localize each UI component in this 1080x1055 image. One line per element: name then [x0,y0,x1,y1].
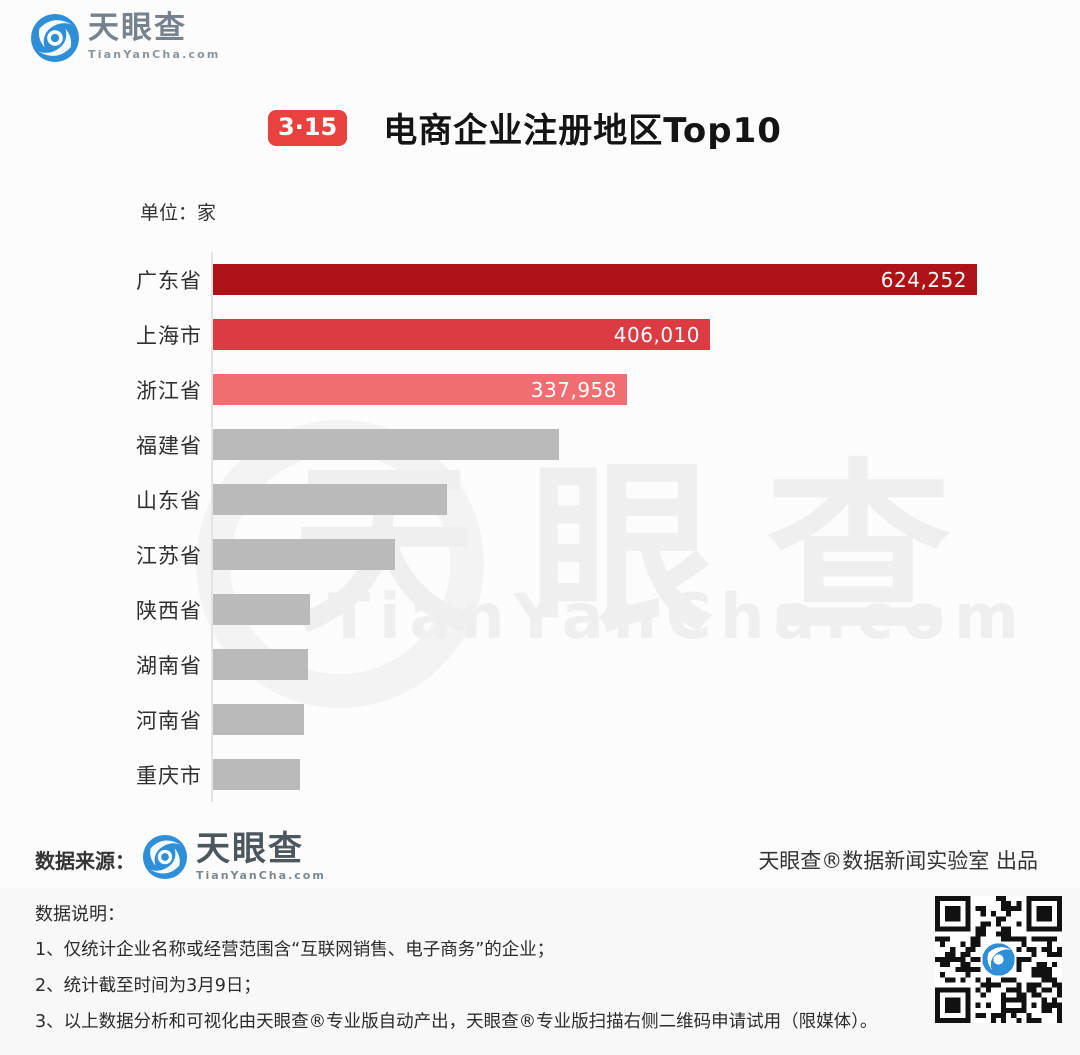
bar-track [211,472,1080,527]
bar-value-label: 337,958 [530,377,617,402]
date-badge: 3·15 [268,109,348,146]
bar-row: 上海市 406,010 [0,307,1080,362]
bar: 337,958 [213,374,627,405]
bar-track [211,692,1080,747]
bar [213,759,300,790]
bar-row: 福建省 [0,417,1080,472]
note-item: 1、仅统计企业名称或经营范围含“互联网销售、电子商务”的企业； [35,940,555,960]
title-row: 3·15 电商企业注册地区Top10 [268,103,782,152]
bar [213,484,447,515]
bar-row: 江苏省 [0,527,1080,582]
bar-track: 337,958 [211,362,1080,417]
unit-label: 单位：家 [140,202,217,224]
bar-row: 陕西省 [0,582,1080,637]
brand-name: 天眼查 [88,10,187,46]
category-label: 重庆市 [136,763,202,788]
bar-row: 河南省 [0,692,1080,747]
brand-domain: TianYanCha.com [196,869,326,882]
credit-text: 天眼查®数据新闻实验室 出品 [758,849,1038,873]
notes-text: 数据说明： 1、仅统计企业名称或经营范围含“互联网销售、电子商务”的企业； 2、… [35,898,877,1040]
qr-code [935,896,1062,1023]
brand-name: 天眼查 [196,829,304,869]
notes-section: 数据说明： 1、仅统计企业名称或经营范围含“互联网销售、电子商务”的企业； 2、… [0,888,1080,1055]
bar-row: 广东省 624,252 [0,252,1080,307]
bar-track: 624,252 [211,252,1080,307]
category-label: 福建省 [136,433,202,458]
bar-track [211,527,1080,582]
bar [213,539,395,570]
bar-row: 湖南省 [0,637,1080,692]
source-row: 数据来源： 天眼查 TianYanCha.com 天眼查®数据新闻实验室 出品 [0,828,1080,886]
bar-rows: 广东省 624,252 上海市 406,010 浙江省 337,958 福建省山东省江苏省陕… [0,252,1080,802]
bar-row: 山东省 [0,472,1080,527]
category-label: 陕西省 [136,598,202,623]
bar-value-label: 406,010 [613,322,700,347]
bar [213,594,310,625]
category-label: 江苏省 [136,543,202,568]
category-label: 河南省 [136,708,202,733]
category-label: 浙江省 [136,378,202,403]
source-label: 数据来源： [35,849,135,873]
brand-logo: 天眼查 TianYanCha.com [30,10,221,63]
bar-track: 406,010 [211,307,1080,362]
brand-domain: TianYanCha.com [88,48,221,61]
bar: 624,252 [213,264,977,295]
page-title: 电商企业注册地区Top10 [383,111,782,151]
bar [213,649,308,680]
bar-row: 浙江省 337,958 [0,362,1080,417]
category-label: 湖南省 [136,653,202,678]
category-label: 上海市 [136,323,202,348]
bar-track [211,417,1080,472]
note-item: 2、统计截至时间为3月9日； [35,976,261,996]
note-item: 3、以上数据分析和可视化由天眼查®专业版自动产出，天眼查®专业版扫描右侧二维码申… [35,1012,878,1032]
bar [213,429,559,460]
footer-brand-logo: 天眼查 TianYanCha.com [142,830,326,882]
tianyancha-eye-icon [142,834,188,880]
bar-track [211,582,1080,637]
bar-track [211,637,1080,692]
bar [213,704,304,735]
bar-track [211,747,1080,802]
notes-heading: 数据说明： [35,904,125,925]
bar-value-label: 624,252 [880,267,967,292]
category-label: 山东省 [136,488,202,513]
bar: 406,010 [213,319,710,350]
bar-chart: 广东省 624,252 上海市 406,010 浙江省 337,958 福建省山东省江苏省陕… [0,252,1080,802]
tianyancha-eye-icon [31,14,79,62]
bar-row: 重庆市 [0,747,1080,802]
category-label: 广东省 [136,268,202,293]
